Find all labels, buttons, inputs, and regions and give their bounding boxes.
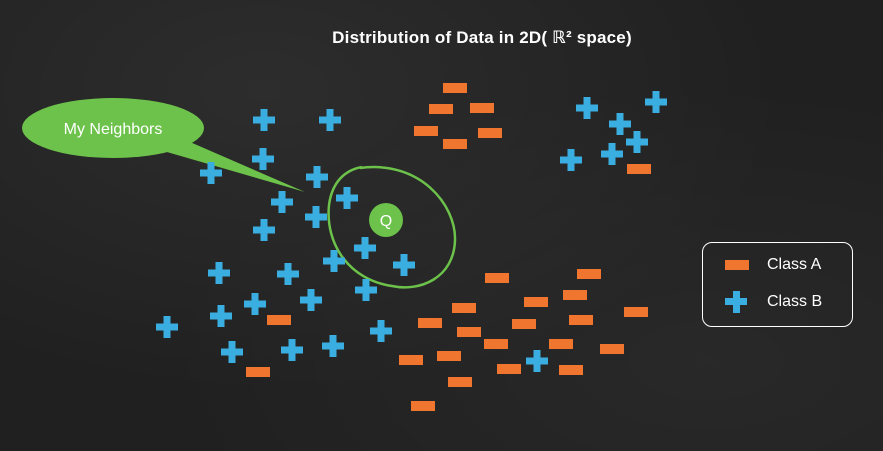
neighbor-circle bbox=[327, 165, 457, 289]
class-b-point bbox=[322, 335, 344, 357]
class-b-swatch-icon bbox=[725, 290, 761, 314]
class-b-point bbox=[200, 162, 222, 184]
class-b-point bbox=[252, 148, 274, 170]
class-a-point bbox=[437, 351, 461, 361]
legend-label-class-b: Class B bbox=[767, 293, 823, 310]
class-a-point bbox=[497, 364, 521, 374]
callout-label: My Neighbors bbox=[64, 121, 163, 138]
class-b-point bbox=[560, 149, 582, 171]
class-b-point bbox=[393, 254, 415, 276]
class-a-point bbox=[600, 344, 624, 354]
class-a-point bbox=[418, 318, 442, 328]
class-a-points bbox=[246, 83, 651, 411]
callout-bubble bbox=[22, 98, 204, 158]
class-b-point bbox=[609, 113, 631, 135]
class-b-point bbox=[645, 91, 667, 113]
class-a-point bbox=[414, 126, 438, 136]
class-a-swatch-icon bbox=[725, 253, 761, 277]
class-a-point bbox=[452, 303, 476, 313]
class-b-point bbox=[305, 206, 327, 228]
class-a-point bbox=[524, 297, 548, 307]
class-a-point bbox=[478, 128, 502, 138]
class-b-point bbox=[601, 143, 623, 165]
class-b-point bbox=[253, 219, 275, 241]
class-b-points bbox=[156, 91, 667, 372]
class-a-point bbox=[563, 290, 587, 300]
legend-item-class-a: Class A bbox=[725, 253, 821, 277]
class-b-point bbox=[244, 293, 266, 315]
class-b-point bbox=[576, 97, 598, 119]
class-a-point bbox=[443, 139, 467, 149]
class-b-point bbox=[300, 289, 322, 311]
class-b-point bbox=[277, 263, 299, 285]
class-a-point bbox=[470, 103, 494, 113]
class-a-point bbox=[559, 365, 583, 375]
callout-tail bbox=[160, 142, 305, 192]
class-a-point bbox=[627, 164, 651, 174]
query-point-label: Q bbox=[380, 213, 392, 230]
class-a-point bbox=[267, 315, 291, 325]
class-b-point bbox=[210, 305, 232, 327]
class-b-point bbox=[253, 109, 275, 131]
class-b-point bbox=[626, 131, 648, 153]
class-a-point bbox=[457, 327, 481, 337]
class-b-point bbox=[306, 166, 328, 188]
class-a-point bbox=[429, 104, 453, 114]
class-a-point bbox=[512, 319, 536, 329]
class-a-point bbox=[484, 339, 508, 349]
class-a-point bbox=[569, 315, 593, 325]
class-b-point bbox=[526, 350, 548, 372]
class-b-point bbox=[319, 109, 341, 131]
class-b-point bbox=[221, 341, 243, 363]
legend-label-class-a: Class A bbox=[767, 256, 822, 273]
diagram-title: Distribution of Data in 2D( ℝ² space) bbox=[332, 28, 632, 47]
class-a-point bbox=[485, 273, 509, 283]
class-b-point bbox=[208, 262, 230, 284]
class-b-point bbox=[281, 339, 303, 361]
class-a-point bbox=[624, 307, 648, 317]
class-a-point bbox=[549, 339, 573, 349]
class-b-point bbox=[271, 191, 293, 213]
class-a-point bbox=[246, 367, 270, 377]
class-a-point bbox=[399, 355, 423, 365]
class-a-point bbox=[411, 401, 435, 411]
class-b-point bbox=[323, 250, 345, 272]
class-b-point bbox=[355, 279, 377, 301]
legend: Class A Class B bbox=[702, 242, 853, 327]
class-a-point bbox=[448, 377, 472, 387]
class-b-point bbox=[336, 187, 358, 209]
class-b-point bbox=[370, 320, 392, 342]
legend-item-class-b: Class B bbox=[725, 290, 822, 314]
class-b-point bbox=[354, 237, 376, 259]
class-a-point bbox=[443, 83, 467, 93]
class-a-point bbox=[577, 269, 601, 279]
class-b-point bbox=[156, 316, 178, 338]
query-point-circle bbox=[369, 203, 403, 237]
